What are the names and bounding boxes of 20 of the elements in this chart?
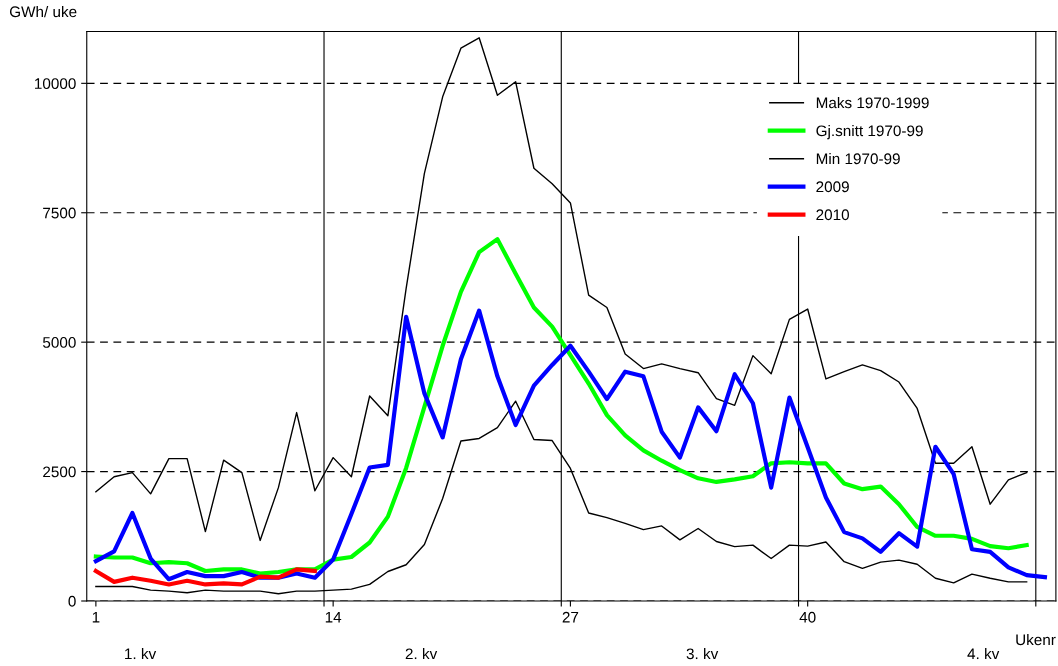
text: 1. kv xyxy=(125,647,157,660)
y-tick-label: 2500 xyxy=(43,466,76,478)
y-tick-label: 0 xyxy=(68,595,76,607)
y-tick-label: 10000 xyxy=(35,78,76,90)
text: 2. kv xyxy=(405,647,438,660)
x-tick-label: 40 xyxy=(799,611,816,623)
legend-label: Gj.snitt 1970-99 xyxy=(816,124,923,140)
legend-label: Maks 1970-1999 xyxy=(816,96,929,109)
x-tick-label: 1 xyxy=(92,611,100,623)
text: 3. kv xyxy=(686,647,719,660)
y-tick-label: 7500 xyxy=(43,207,76,219)
x-tick-label: 27 xyxy=(562,611,579,623)
x-tick-label: 14 xyxy=(325,611,342,623)
x-axis-title: Ukenr xyxy=(1016,633,1056,646)
legend-label: 2010 xyxy=(816,209,850,221)
y-axis-title: GWh/ uke xyxy=(9,5,77,18)
text: 4. kv xyxy=(967,647,1000,660)
legend-label: Min 1970-99 xyxy=(816,152,900,165)
y-tick-label: 5000 xyxy=(42,337,76,348)
legend-label: 2009 xyxy=(816,181,849,193)
